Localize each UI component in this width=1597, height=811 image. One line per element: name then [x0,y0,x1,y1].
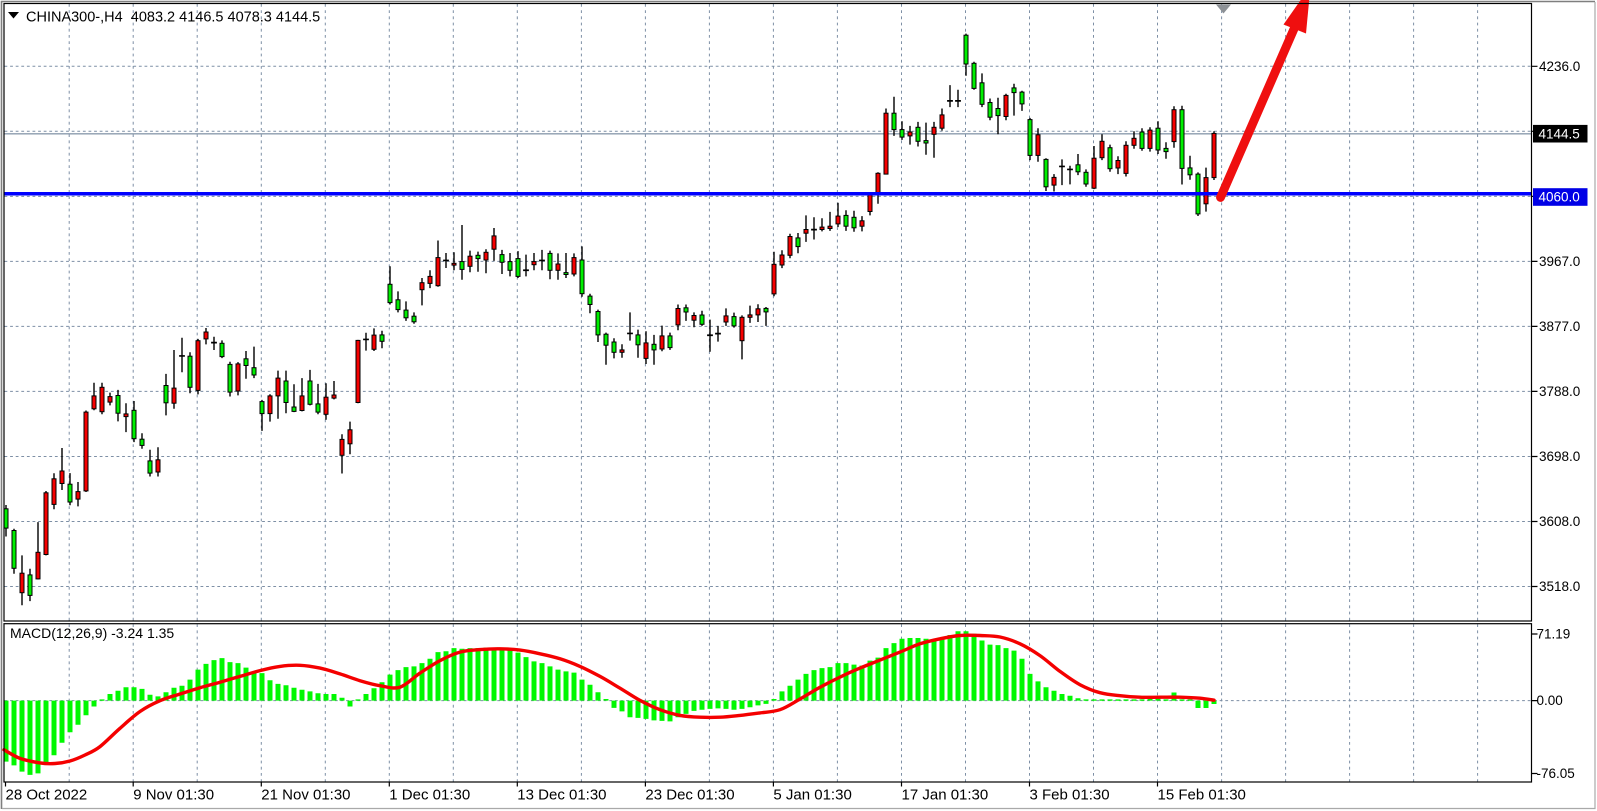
svg-text:4236.0: 4236.0 [1539,59,1580,74]
svg-text:3877.0: 3877.0 [1539,319,1580,334]
svg-text:0.00: 0.00 [1537,693,1563,708]
svg-text:5 Jan 01:30: 5 Jan 01:30 [773,787,851,804]
svg-text:71.19: 71.19 [1537,627,1571,642]
svg-text:17 Jan 01:30: 17 Jan 01:30 [902,787,989,804]
svg-text:MACD(12,26,9) -3.24 1.35: MACD(12,26,9) -3.24 1.35 [10,625,174,641]
svg-text:4060.0: 4060.0 [1539,190,1580,205]
svg-text:4144.5: 4144.5 [1539,126,1580,141]
svg-text:3608.0: 3608.0 [1539,514,1580,529]
svg-text:3698.0: 3698.0 [1539,449,1580,464]
svg-text:1 Dec 01:30: 1 Dec 01:30 [389,787,470,804]
svg-text:9 Nov 01:30: 9 Nov 01:30 [133,787,214,804]
svg-text:21 Nov 01:30: 21 Nov 01:30 [261,787,350,804]
svg-text:-76.05: -76.05 [1537,766,1575,781]
svg-text:13 Dec 01:30: 13 Dec 01:30 [517,787,606,804]
svg-text:3 Feb 01:30: 3 Feb 01:30 [1030,787,1110,804]
svg-text:23 Dec 01:30: 23 Dec 01:30 [645,787,734,804]
svg-text:3518.0: 3518.0 [1539,579,1580,594]
svg-text:CHINA300-,H4 4083.2 4146.5 40: CHINA300-,H4 4083.2 4146.5 4078.3 4144.5 [26,10,320,26]
svg-text:3788.0: 3788.0 [1539,384,1580,399]
svg-text:28 Oct 2022: 28 Oct 2022 [6,787,88,804]
svg-text:3967.0: 3967.0 [1539,254,1580,269]
svg-text:15 Feb 01:30: 15 Feb 01:30 [1158,787,1246,804]
